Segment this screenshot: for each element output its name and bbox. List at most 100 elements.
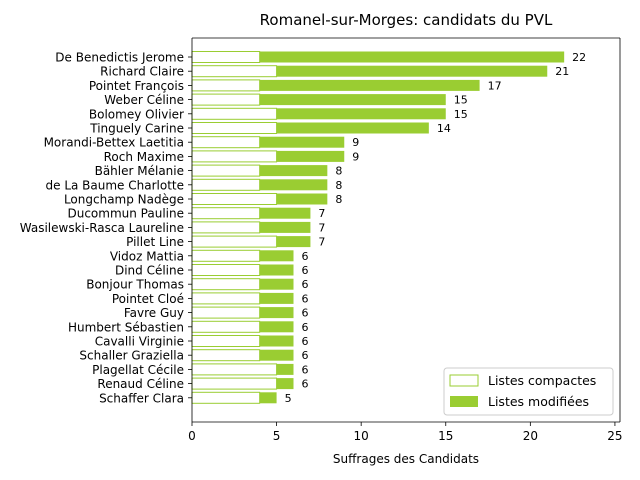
y-tick-label: Schaller Graziella bbox=[79, 349, 184, 363]
y-tick-label: Wasilewski-Rasca Laureline bbox=[20, 221, 184, 235]
bar-compact bbox=[191, 51, 261, 63]
bar-compact bbox=[191, 292, 261, 305]
data-label: 6 bbox=[302, 335, 309, 348]
x-tick-label: 15 bbox=[438, 429, 453, 443]
bar-modified bbox=[259, 335, 294, 347]
y-tick-label: Bolomey Olivier bbox=[89, 107, 184, 121]
y-tick-label: Dind Céline bbox=[115, 264, 184, 278]
data-label: 15 bbox=[454, 108, 468, 121]
bar-modified bbox=[259, 51, 565, 63]
data-label: 14 bbox=[437, 122, 451, 135]
bar-compact bbox=[191, 306, 261, 319]
data-label: 8 bbox=[335, 179, 342, 192]
bar-compact bbox=[191, 335, 261, 347]
bar-modified bbox=[276, 150, 345, 162]
y-tick-label: Richard Claire bbox=[100, 65, 184, 79]
bar-compact bbox=[191, 249, 261, 262]
y-tick-label: De Benedictis Jerome bbox=[55, 51, 184, 65]
data-label: 6 bbox=[302, 250, 309, 263]
y-tick-label: Roch Maxime bbox=[104, 150, 184, 164]
bar-compact bbox=[191, 193, 278, 205]
bar-modified bbox=[259, 94, 446, 106]
legend-swatch-compact bbox=[449, 374, 479, 387]
bar-compact bbox=[191, 93, 261, 106]
bar-compact bbox=[191, 122, 278, 134]
bar-modified bbox=[259, 250, 294, 262]
bar-compact bbox=[191, 107, 278, 120]
bar-compact bbox=[191, 377, 278, 390]
legend-label-compact: Listes compactes bbox=[488, 373, 596, 388]
x-tick-label: 25 bbox=[607, 429, 622, 443]
bar-modified bbox=[276, 65, 548, 77]
bar-compact bbox=[191, 363, 278, 376]
bar-compact bbox=[191, 278, 261, 291]
y-tick-label: Renaud Céline bbox=[97, 377, 184, 391]
y-tick-label: Bähler Mélanie bbox=[95, 164, 184, 178]
bar-compact bbox=[191, 164, 261, 177]
bar-compact bbox=[191, 235, 278, 248]
bar-compact bbox=[191, 136, 261, 149]
y-tick-label: Favre Guy bbox=[124, 306, 184, 320]
y-tick-label: Pointet François bbox=[89, 79, 184, 93]
bar-modified bbox=[276, 378, 294, 390]
data-label: 6 bbox=[302, 363, 309, 376]
bar-modified bbox=[259, 349, 294, 361]
legend: Listes compactes Listes modifiées bbox=[443, 367, 614, 416]
bar-modified bbox=[259, 207, 311, 219]
chart-title: Romanel-sur-Morges: candidats du PVL bbox=[260, 11, 553, 29]
data-label: 15 bbox=[454, 94, 468, 107]
y-tick-label: Vidoz Mattia bbox=[110, 249, 184, 263]
data-label: 9 bbox=[352, 150, 359, 163]
bar-modified bbox=[259, 307, 294, 319]
y-tick-label: Pointet Cloé bbox=[112, 292, 184, 306]
bar-modified bbox=[259, 79, 480, 91]
legend-box bbox=[443, 367, 614, 416]
bar-compact bbox=[191, 65, 278, 78]
x-axis-title: Suffrages des Candidats bbox=[333, 452, 479, 466]
y-tick-label: Bonjour Thomas bbox=[86, 278, 184, 292]
data-label: 6 bbox=[302, 378, 309, 391]
bars-group bbox=[191, 51, 565, 404]
x-tick-label: 10 bbox=[354, 429, 369, 443]
legend-label-modified: Listes modifiées bbox=[488, 394, 589, 409]
bar-compact bbox=[191, 79, 261, 92]
axes-group: 0 5 10 15 20 25 bbox=[188, 37, 623, 443]
bar-modified bbox=[259, 136, 345, 148]
bar-modified bbox=[276, 193, 328, 205]
data-label: 5 bbox=[285, 392, 292, 405]
bar-modified bbox=[259, 221, 311, 233]
bar-modified bbox=[259, 179, 328, 191]
bar-compact bbox=[191, 320, 261, 333]
bar-modified bbox=[259, 165, 328, 177]
data-label: 8 bbox=[335, 193, 342, 206]
y-tick-label: Humbert Sébastien bbox=[68, 320, 184, 334]
data-label: 6 bbox=[302, 307, 309, 320]
bar-compact bbox=[191, 349, 261, 362]
y-tick-label: Schaffer Clara bbox=[99, 391, 184, 405]
y-tick-label: Ducommun Pauline bbox=[67, 207, 184, 221]
y-tick-label: Morandi-Bettex Laetitia bbox=[44, 136, 184, 150]
bar-modified bbox=[259, 292, 294, 304]
data-label: 22 bbox=[572, 51, 586, 64]
bar-compact bbox=[191, 178, 261, 191]
bar-modified bbox=[259, 264, 294, 276]
bar-modified bbox=[259, 392, 277, 404]
x-tick-label: 20 bbox=[523, 429, 538, 443]
bar-modified bbox=[276, 108, 446, 120]
data-label: 8 bbox=[335, 165, 342, 178]
x-tick-label: 5 bbox=[273, 429, 281, 443]
bar-modified bbox=[259, 321, 294, 333]
data-label: 7 bbox=[318, 207, 325, 220]
data-label: 7 bbox=[318, 236, 325, 249]
bar-compact bbox=[191, 264, 261, 276]
bar-compact bbox=[191, 221, 261, 234]
x-tick-label: 0 bbox=[188, 429, 196, 443]
y-tick-label: Tinguely Carine bbox=[89, 122, 184, 136]
bar-modified bbox=[276, 363, 294, 375]
y-tick-label: de La Baume Charlotte bbox=[46, 178, 185, 192]
y-tick-label: Longchamp Nadège bbox=[64, 193, 184, 207]
legend-swatch-modified bbox=[450, 396, 478, 407]
